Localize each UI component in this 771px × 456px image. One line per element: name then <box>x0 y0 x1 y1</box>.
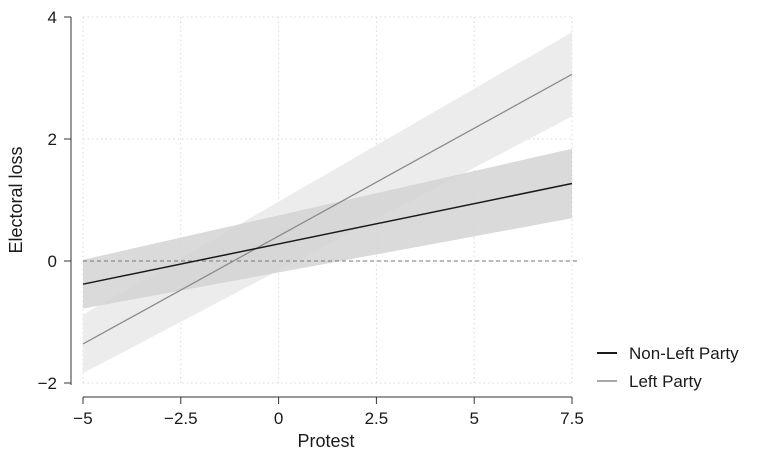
axes <box>70 17 572 398</box>
series-line-left-party <box>82 73 573 345</box>
confidence-band-left-party <box>83 32 572 374</box>
series-line-non-left-party <box>82 182 573 285</box>
x-tick-label: 0 <box>274 409 283 428</box>
series-lines <box>82 73 573 345</box>
y-tick-label: 4 <box>48 8 57 27</box>
confidence-band-non-left-party <box>83 148 572 309</box>
y-axis-ticks: −2 0 2 4 <box>38 8 71 393</box>
legend: Non-Left Party Left Party <box>597 344 739 391</box>
legend-label: Left Party <box>629 372 702 391</box>
x-tick-label: −2.5 <box>164 409 198 428</box>
y-tick-label: −2 <box>38 374 57 393</box>
y-tick-label: 2 <box>48 130 57 149</box>
x-tick-label: 5 <box>469 409 478 428</box>
x-tick-label: −5 <box>73 409 92 428</box>
y-tick-label: 0 <box>48 252 57 271</box>
y-axis-label: Electoral loss <box>6 146 26 253</box>
x-axis-label: Protest <box>297 431 354 451</box>
confidence-bands <box>83 32 572 374</box>
x-tick-label: 2.5 <box>365 409 389 428</box>
legend-label: Non-Left Party <box>629 344 739 363</box>
x-tick-label: 7.5 <box>560 409 584 428</box>
x-axis-ticks: −5 −2.5 0 2.5 5 7.5 <box>73 397 584 428</box>
